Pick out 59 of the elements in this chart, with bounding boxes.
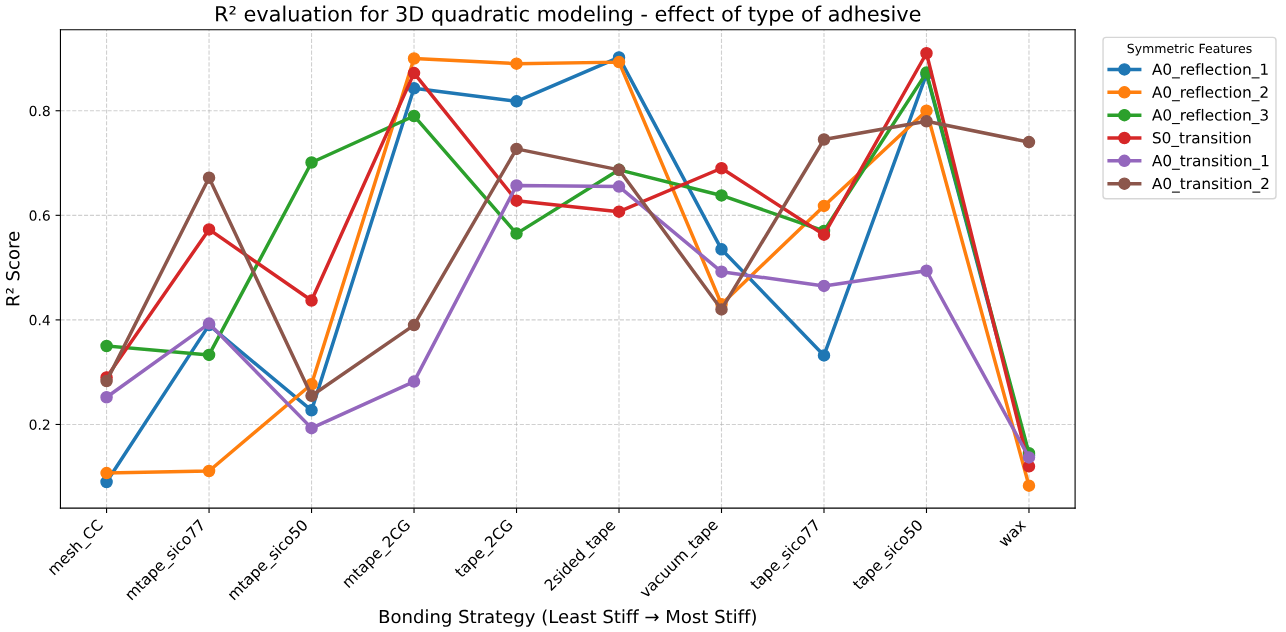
point (1022, 479, 1036, 492)
point (510, 57, 523, 70)
point (305, 389, 318, 402)
point (1022, 135, 1036, 149)
y-tick-label: 0.4 (29, 314, 50, 326)
point (715, 162, 728, 175)
point (100, 391, 113, 404)
point (817, 199, 831, 213)
point (100, 339, 113, 353)
point (612, 205, 626, 218)
point (100, 374, 113, 388)
point (510, 142, 523, 156)
y-tick-label: 0.2 (29, 419, 50, 430)
point (920, 264, 933, 277)
legend-label: A0_reflection_2 (1152, 86, 1268, 102)
point (407, 318, 421, 332)
x-tick-label: wax (999, 520, 1027, 548)
point (305, 404, 318, 417)
point (510, 227, 523, 240)
y-tick-label: 0.8 (29, 105, 50, 117)
point (612, 55, 626, 69)
point (510, 179, 523, 192)
point (407, 109, 421, 123)
point (920, 46, 933, 60)
y-axis-title: R² Score (5, 231, 20, 306)
point (715, 265, 728, 279)
legend-label: S0_transition (1152, 131, 1251, 147)
point (407, 82, 421, 95)
point (407, 52, 421, 65)
point (817, 349, 831, 362)
point (407, 375, 421, 388)
legend-label: A0_transition_2 (1152, 177, 1269, 193)
point (305, 294, 318, 307)
point (715, 243, 728, 256)
point (407, 66, 421, 80)
point (510, 194, 523, 207)
x-axis-title: Bonding Strategy (Least Stiff → Most Stiff) (379, 609, 756, 627)
legend-title: Symmetric Features (1127, 43, 1252, 56)
point (305, 156, 318, 169)
point (202, 464, 216, 478)
chart-title: R² evaluation for 3D quadratic modeling - effect of type of adhesive (216, 5, 921, 26)
legend-label: A0_transition_1 (1152, 154, 1269, 170)
point (100, 466, 113, 480)
legend-label: A0_reflection_3 (1152, 108, 1268, 125)
point (612, 180, 626, 193)
point (510, 95, 523, 108)
point (920, 114, 933, 128)
point (817, 228, 831, 241)
point (202, 171, 216, 184)
y-tick-label: 0.6 (29, 210, 50, 221)
point (715, 303, 728, 316)
point (920, 104, 933, 117)
point (202, 348, 216, 362)
point (817, 279, 831, 293)
point (817, 133, 831, 146)
point (305, 421, 318, 435)
point (202, 223, 216, 236)
legend-label: A0_reflection_1 (1152, 63, 1268, 79)
point (715, 189, 728, 202)
